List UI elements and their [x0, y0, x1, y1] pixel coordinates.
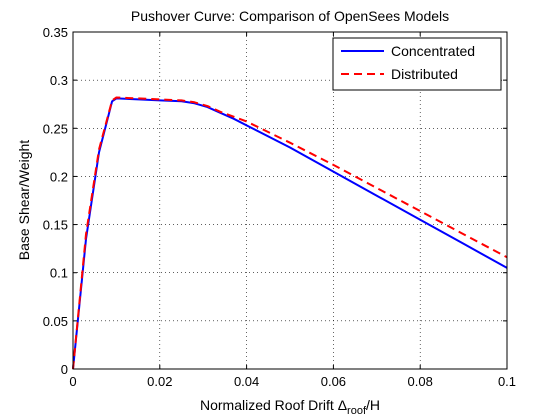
x-tick-label: 0.06 [321, 374, 346, 389]
y-tick-label: 0.1 [50, 266, 68, 281]
y-tick-label: 0.2 [50, 169, 68, 184]
x-axis-label-main: Normalized Roof Drift Δ [200, 397, 347, 413]
legend-label-distributed: Distributed [391, 66, 458, 82]
y-tick-label: 0.35 [43, 25, 68, 40]
x-tick-label: 0.04 [234, 374, 259, 389]
tick-marks [72, 31, 508, 370]
x-tick-label: 0.08 [408, 374, 433, 389]
legend: Concentrated Distributed [332, 37, 502, 91]
x-axis-label: Normalized Roof Drift Δroof/H [200, 397, 380, 417]
x-tick-label: 0.02 [147, 374, 172, 389]
y-tick-label: 0 [61, 362, 68, 377]
series-line-distributed [72, 96, 508, 370]
y-tick-label: 0.05 [43, 314, 68, 329]
x-tick-label: 0 [69, 374, 76, 389]
y-tick-label: 0.25 [43, 121, 68, 136]
legend-box [332, 37, 502, 91]
x-axis-label-tail: /H [366, 397, 380, 413]
legend-label-concentrated: Concentrated [391, 43, 475, 59]
tick-labels: 0 0.02 0.04 0.06 0.08 0.1 0 0.05 0.1 0.15 0.2 0.25 0… [43, 25, 516, 389]
x-tick-label: 0.1 [498, 374, 516, 389]
plot-frame [72, 31, 508, 370]
y-tick-label: 0.3 [50, 73, 68, 88]
y-tick-label: 0.15 [43, 218, 68, 233]
series-lines [72, 96, 508, 370]
chart-title: Pushover Curve: Comparison of OpenSees M… [131, 8, 449, 24]
x-axis-label-subscript: roof [347, 405, 367, 417]
y-axis-label: Base Shear/Weight [16, 140, 32, 260]
